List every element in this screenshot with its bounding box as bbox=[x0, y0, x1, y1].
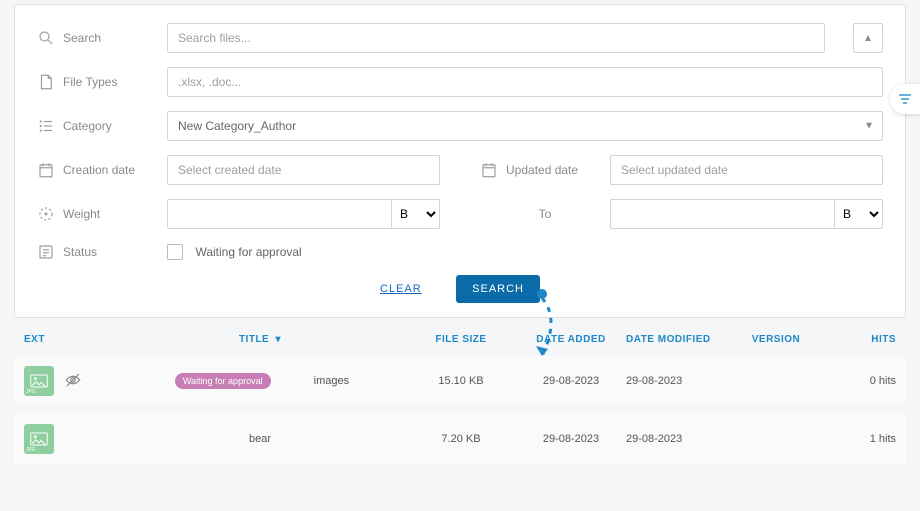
th-datemodified[interactable]: DATE MODIFIED bbox=[626, 334, 726, 346]
filter-fab[interactable] bbox=[890, 84, 920, 114]
row-title: bear bbox=[249, 433, 271, 445]
table-row[interactable]: JPG Waiting for approval images 15.10 KB… bbox=[14, 356, 906, 406]
search-input[interactable] bbox=[167, 23, 825, 53]
weight-icon bbox=[37, 205, 55, 223]
search-panel: Search ▲ File Types Category New Categor… bbox=[14, 4, 906, 318]
status-icon bbox=[37, 243, 55, 261]
status-badge: Waiting for approval bbox=[175, 373, 271, 389]
file-icon bbox=[37, 73, 55, 91]
th-filesize[interactable]: FILE SIZE bbox=[406, 334, 516, 346]
updated-date-label: Updated date bbox=[480, 161, 610, 179]
category-row: Category New Category_Author ▼ bbox=[37, 111, 883, 141]
form-actions: CLEAR SEARCH bbox=[37, 275, 883, 303]
row-datemodified: 29-08-2023 bbox=[626, 433, 726, 445]
row-dateadded: 29-08-2023 bbox=[516, 375, 626, 387]
th-ext[interactable]: EXT bbox=[24, 334, 114, 346]
updated-date-input[interactable] bbox=[610, 155, 883, 185]
caret-down-icon: ▼ bbox=[864, 121, 874, 132]
file-ext-label: JPG bbox=[26, 447, 36, 453]
row-datemodified: 29-08-2023 bbox=[626, 375, 726, 387]
row-hits: 0 hits bbox=[826, 375, 896, 387]
category-select[interactable]: New Category_Author ▼ bbox=[167, 111, 883, 141]
category-label-text: Category bbox=[63, 119, 112, 133]
search-label-text: Search bbox=[63, 31, 101, 45]
category-value: New Category_Author bbox=[178, 119, 296, 133]
dates-row: Creation date Updated date bbox=[37, 155, 883, 185]
file-thumbnail: JPG bbox=[24, 424, 54, 454]
weight-row: Weight B To B bbox=[37, 199, 883, 229]
creation-date-input[interactable] bbox=[167, 155, 440, 185]
collapse-toggle[interactable]: ▲ bbox=[853, 23, 883, 53]
search-button[interactable]: SEARCH bbox=[456, 275, 540, 303]
filetypes-row: File Types bbox=[37, 67, 883, 97]
hidden-icon bbox=[64, 371, 82, 392]
to-label: To bbox=[480, 207, 610, 221]
row-title: images bbox=[314, 375, 349, 387]
table-row[interactable]: JPG bear 7.20 KB 29-08-2023 29-08-2023 1… bbox=[14, 414, 906, 464]
filetypes-label: File Types bbox=[37, 73, 167, 91]
creation-date-label-text: Creation date bbox=[63, 163, 135, 177]
table-header: EXT TITLE ▾ FILE SIZE DATE ADDED DATE MO… bbox=[14, 334, 906, 356]
filter-icon bbox=[897, 91, 913, 107]
status-checkbox[interactable] bbox=[167, 244, 183, 260]
updated-date-label-text: Updated date bbox=[506, 163, 578, 177]
caret-up-icon: ▲ bbox=[863, 33, 873, 44]
weight-to-input[interactable] bbox=[610, 199, 835, 229]
weight-from-input[interactable] bbox=[167, 199, 392, 229]
category-label: Category bbox=[37, 117, 167, 135]
search-label: Search bbox=[37, 29, 167, 47]
weight-label: Weight bbox=[37, 205, 167, 223]
status-row: Status Waiting for approval bbox=[37, 243, 883, 261]
search-icon bbox=[37, 29, 55, 47]
row-hits: 1 hits bbox=[826, 433, 896, 445]
to-label-text: To bbox=[539, 207, 552, 221]
status-label: Status bbox=[37, 243, 167, 261]
weight-from-unit[interactable]: B bbox=[392, 199, 440, 229]
weight-label-text: Weight bbox=[63, 207, 100, 221]
file-thumbnail: JPG bbox=[24, 366, 54, 396]
th-version[interactable]: VERSION bbox=[726, 334, 826, 346]
th-title-text: TITLE bbox=[239, 334, 269, 345]
status-checkbox-wrap[interactable]: Waiting for approval bbox=[167, 243, 302, 261]
th-hits[interactable]: HITS bbox=[826, 334, 896, 346]
calendar-refresh-icon bbox=[480, 161, 498, 179]
row-filesize: 15.10 KB bbox=[406, 375, 516, 387]
clear-button[interactable]: CLEAR bbox=[380, 283, 422, 295]
weight-to-unit[interactable]: B bbox=[835, 199, 883, 229]
status-checkbox-label: Waiting for approval bbox=[195, 245, 301, 259]
list-icon bbox=[37, 117, 55, 135]
sort-down-icon: ▾ bbox=[276, 334, 282, 345]
th-dateadded[interactable]: DATE ADDED bbox=[516, 334, 626, 346]
calendar-icon bbox=[37, 161, 55, 179]
creation-date-label: Creation date bbox=[37, 161, 167, 179]
results-table: EXT TITLE ▾ FILE SIZE DATE ADDED DATE MO… bbox=[14, 334, 906, 464]
search-row: Search ▲ bbox=[37, 23, 883, 53]
filetypes-input[interactable] bbox=[167, 67, 883, 97]
file-ext-label: JPG bbox=[26, 389, 36, 395]
row-filesize: 7.20 KB bbox=[406, 433, 516, 445]
filetypes-label-text: File Types bbox=[63, 75, 117, 89]
th-title[interactable]: TITLE ▾ bbox=[114, 334, 406, 346]
row-dateadded: 29-08-2023 bbox=[516, 433, 626, 445]
status-label-text: Status bbox=[63, 245, 97, 259]
